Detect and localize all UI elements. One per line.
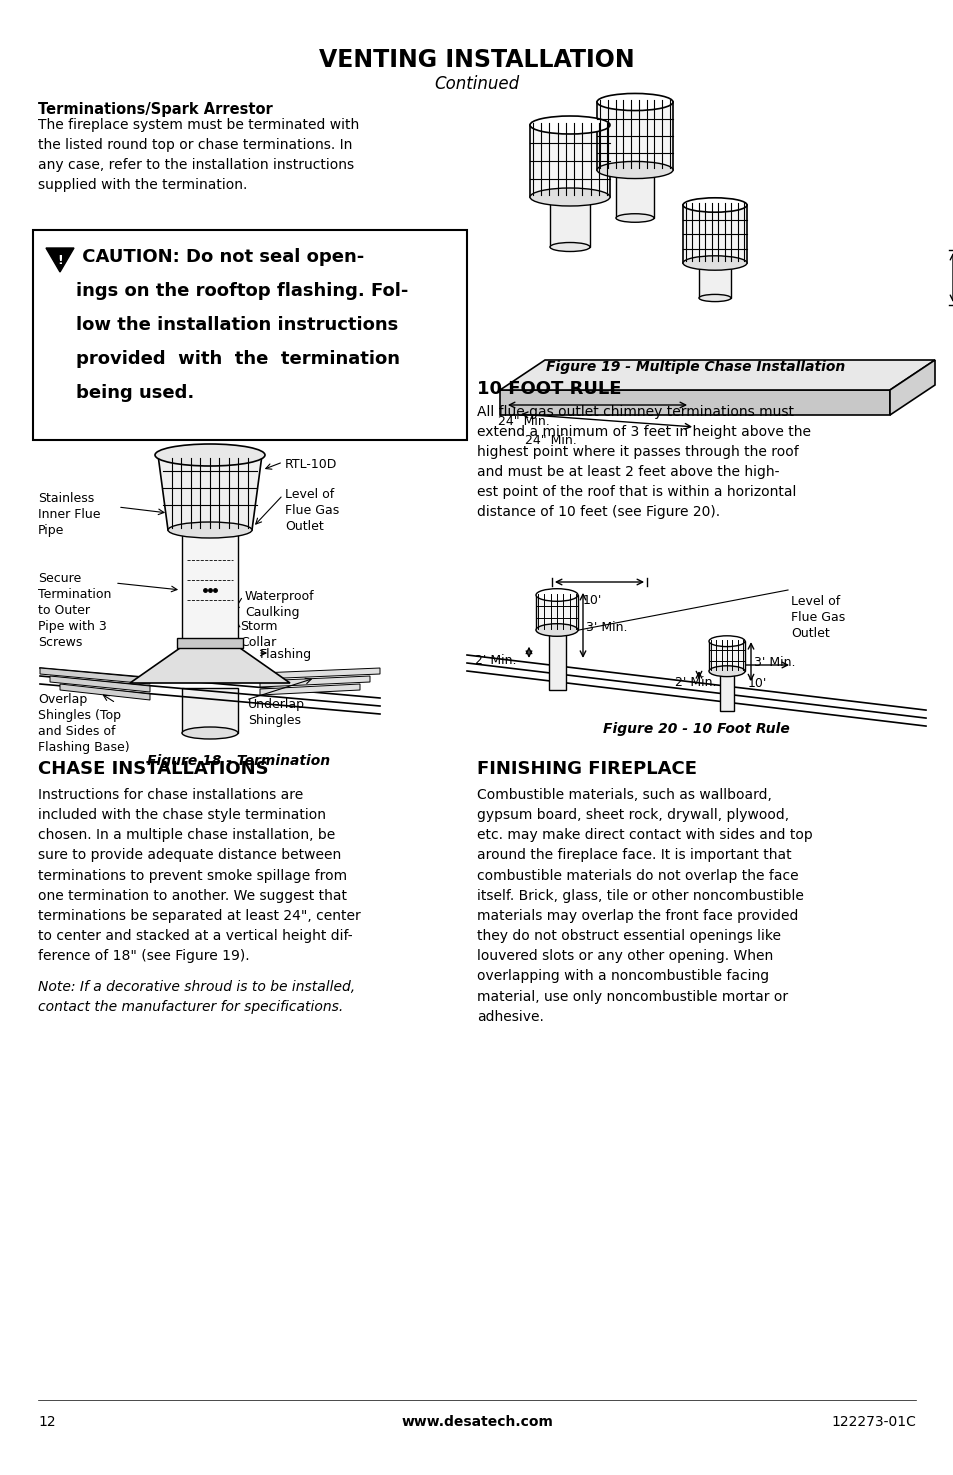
- Polygon shape: [889, 360, 934, 414]
- Text: Continued: Continued: [434, 75, 519, 93]
- Bar: [597, 102, 672, 170]
- Text: 24" Min.: 24" Min.: [524, 434, 577, 447]
- Polygon shape: [158, 454, 262, 530]
- Ellipse shape: [154, 444, 265, 466]
- Ellipse shape: [708, 636, 744, 646]
- Text: FINISHING FIREPLACE: FINISHING FIREPLACE: [476, 760, 697, 777]
- Text: Overlap
Shingles (Top
and Sides of
Flashing Base): Overlap Shingles (Top and Sides of Flash…: [38, 693, 130, 754]
- Text: 122273-01C: 122273-01C: [830, 1415, 915, 1429]
- Text: 24" Min.: 24" Min.: [497, 414, 549, 428]
- Bar: [720, 671, 733, 711]
- Text: 10': 10': [746, 677, 766, 690]
- Polygon shape: [260, 676, 370, 687]
- Polygon shape: [60, 684, 150, 701]
- Bar: [616, 170, 654, 218]
- Ellipse shape: [699, 295, 730, 301]
- Ellipse shape: [536, 624, 578, 636]
- Polygon shape: [50, 676, 150, 692]
- Text: 12: 12: [38, 1415, 55, 1429]
- Text: provided  with  the  termination: provided with the termination: [76, 350, 399, 367]
- Polygon shape: [499, 360, 934, 389]
- Text: Figure 19 - Multiple Chase Installation: Figure 19 - Multiple Chase Installation: [546, 360, 844, 375]
- Text: Figure 18 - Termination: Figure 18 - Termination: [147, 754, 330, 768]
- Text: 3' Min.: 3' Min.: [753, 656, 795, 670]
- Text: Underlap
Shingles: Underlap Shingles: [248, 698, 305, 727]
- Text: VENTING INSTALLATION: VENTING INSTALLATION: [319, 49, 634, 72]
- Bar: [182, 687, 237, 733]
- Text: RTL-10D: RTL-10D: [285, 459, 337, 471]
- Ellipse shape: [682, 255, 746, 270]
- Bar: [182, 535, 237, 648]
- Ellipse shape: [616, 214, 654, 223]
- Text: 2' Min.: 2' Min.: [475, 653, 516, 667]
- Ellipse shape: [530, 117, 609, 134]
- Ellipse shape: [597, 161, 672, 178]
- Bar: [33, 230, 467, 440]
- Ellipse shape: [550, 242, 589, 252]
- Bar: [536, 594, 578, 630]
- Text: Stainless
Inner Flue
Pipe: Stainless Inner Flue Pipe: [38, 493, 100, 537]
- Text: Secure
Termination
to Outer
Pipe with 3
Screws: Secure Termination to Outer Pipe with 3 …: [38, 572, 112, 649]
- Ellipse shape: [597, 93, 672, 111]
- Polygon shape: [499, 389, 889, 414]
- Text: CHASE INSTALLATIONS: CHASE INSTALLATIONS: [38, 760, 269, 777]
- Ellipse shape: [168, 522, 252, 538]
- Text: www.desatech.com: www.desatech.com: [400, 1415, 553, 1429]
- Polygon shape: [260, 668, 379, 679]
- Text: Combustible materials, such as wallboard,
gypsum board, sheet rock, drywall, ply: Combustible materials, such as wallboard…: [476, 788, 812, 1024]
- Ellipse shape: [682, 198, 746, 212]
- Ellipse shape: [708, 665, 744, 677]
- Polygon shape: [260, 684, 359, 695]
- Bar: [548, 630, 565, 690]
- Polygon shape: [46, 248, 74, 271]
- Text: Note: If a decorative shroud is to be installed,
contact the manufacturer for sp: Note: If a decorative shroud is to be in…: [38, 979, 355, 1013]
- Text: Terminations/Spark Arrestor: Terminations/Spark Arrestor: [38, 102, 273, 117]
- Text: Figure 20 - 10 Foot Rule: Figure 20 - 10 Foot Rule: [602, 721, 788, 736]
- Bar: [708, 642, 744, 671]
- Text: Level of
Flue Gas
Outlet: Level of Flue Gas Outlet: [285, 488, 339, 532]
- Text: low the installation instructions: low the installation instructions: [76, 316, 397, 333]
- Bar: [177, 639, 243, 648]
- Text: Flashing: Flashing: [260, 648, 312, 661]
- Ellipse shape: [182, 727, 237, 739]
- Bar: [530, 125, 609, 198]
- Ellipse shape: [530, 187, 609, 206]
- Text: The fireplace system must be terminated with
the listed round top or chase termi: The fireplace system must be terminated …: [38, 118, 359, 192]
- Text: ings on the rooftop flashing. Fol-: ings on the rooftop flashing. Fol-: [76, 282, 408, 299]
- Text: CAUTION: Do not seal open-: CAUTION: Do not seal open-: [76, 248, 364, 266]
- Text: 10': 10': [581, 594, 601, 608]
- Text: 10 FOOT RULE: 10 FOOT RULE: [476, 381, 620, 398]
- Text: being used.: being used.: [76, 384, 194, 403]
- Ellipse shape: [536, 589, 578, 602]
- Bar: [699, 263, 730, 298]
- Text: 3' Min.: 3' Min.: [585, 621, 627, 634]
- Bar: [550, 198, 589, 246]
- Bar: [682, 205, 746, 263]
- Polygon shape: [40, 668, 150, 684]
- Text: 2' Min.: 2' Min.: [675, 676, 716, 689]
- Text: Level of
Flue Gas
Outlet: Level of Flue Gas Outlet: [790, 594, 844, 640]
- Text: Instructions for chase installations are
included with the chase style terminati: Instructions for chase installations are…: [38, 788, 360, 963]
- Text: Waterproof
Caulking: Waterproof Caulking: [245, 590, 314, 620]
- Text: !: !: [57, 254, 63, 267]
- Polygon shape: [130, 648, 290, 683]
- Text: All flue gas outlet chimney terminations must
extend a minimum of 3 feet in heig: All flue gas outlet chimney terminations…: [476, 406, 810, 519]
- Text: Storm
Collar: Storm Collar: [240, 620, 277, 649]
